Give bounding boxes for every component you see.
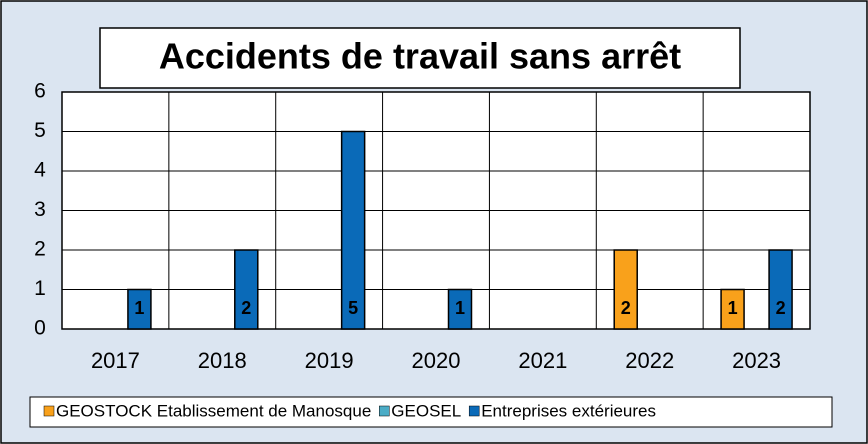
bar	[613, 249, 638, 330]
plot-border	[61, 91, 811, 330]
bar	[127, 288, 152, 330]
data-label: 2	[241, 298, 251, 318]
y-tick-label: 0	[34, 317, 46, 340]
x-tick-label: 2018	[198, 348, 247, 373]
legend-label: Entreprises extérieures	[481, 401, 656, 420]
title-box	[99, 27, 741, 89]
bar	[234, 249, 259, 330]
data-label: 5	[348, 298, 358, 318]
legend-box	[29, 396, 833, 428]
x-tick-label: 2021	[518, 348, 567, 373]
x-tick-label: 2019	[305, 348, 354, 373]
y-tick-label: 1	[34, 277, 46, 300]
legend-swatch	[379, 405, 390, 417]
y-tick-label: 3	[34, 198, 46, 221]
bar	[447, 288, 473, 330]
y-tick-label: 4	[34, 159, 46, 182]
legend: GEOSTOCK Etablissement de Manosque GEOSEL…	[43, 401, 656, 420]
y-tick-label: 6	[34, 80, 46, 103]
x-tick-label: 2017	[91, 348, 140, 373]
legend-swatch	[468, 405, 480, 417]
data-label: 1	[134, 298, 144, 318]
bar	[720, 288, 745, 330]
bar	[340, 130, 366, 330]
y-tick-label: 2	[34, 238, 46, 261]
data-label: 1	[455, 298, 465, 318]
data-label: 2	[776, 298, 786, 318]
x-tick-label: 2022	[625, 348, 674, 373]
chart-title: Accidents de travail sans arrêt	[159, 36, 681, 77]
data-label: 1	[728, 298, 738, 318]
x-tick-label: 2023	[732, 348, 781, 373]
y-tick-label: 5	[34, 119, 46, 142]
legend-label: GEOSEL	[391, 401, 461, 420]
legend-label: GEOSTOCK Etablissement de Manosque	[56, 401, 371, 420]
bar	[768, 249, 793, 330]
x-tick-label: 2020	[412, 348, 461, 373]
legend-swatch	[43, 405, 55, 417]
data-label: 2	[621, 298, 631, 318]
